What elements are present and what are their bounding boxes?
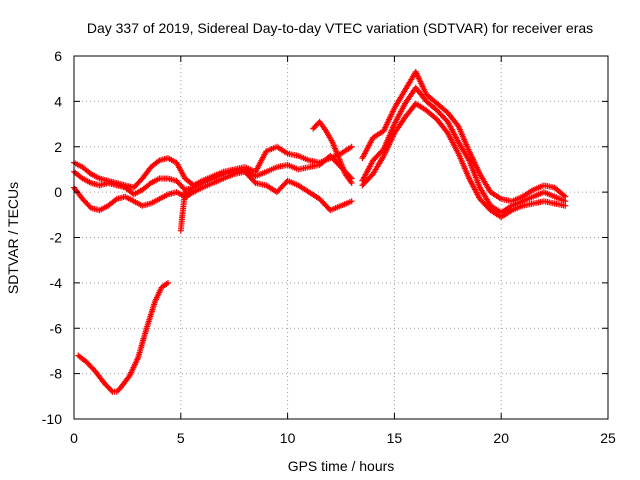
data-point: [164, 279, 171, 286]
data-points: [71, 68, 569, 395]
series-track-4: [177, 186, 195, 234]
x-tick-label: 10: [280, 430, 296, 446]
y-tick-label: -8: [50, 366, 63, 382]
chart-title: Day 337 of 2019, Sidereal Day-to-day VTE…: [87, 20, 593, 36]
series-track-8: [359, 100, 569, 221]
data-point: [188, 186, 195, 193]
x-axis-label: GPS time / hours: [288, 458, 395, 474]
data-point: [108, 387, 115, 394]
data-point: [348, 180, 355, 187]
y-tick-label: -4: [50, 275, 63, 291]
y-tick-label: 2: [54, 139, 62, 155]
x-tick-label: 0: [70, 430, 78, 446]
x-tick-label: 15: [387, 430, 403, 446]
grid-lines: [74, 56, 608, 419]
data-point: [454, 121, 461, 128]
series-track-3: [71, 168, 355, 214]
x-tick-label: 5: [177, 430, 185, 446]
series-track-9: [75, 279, 171, 395]
axis-ticks: [73, 55, 609, 420]
y-tick-label: -10: [42, 411, 62, 427]
y-tick-label: -6: [50, 320, 63, 336]
x-tick-label: 20: [493, 430, 509, 446]
y-axis-label: SDTVAR / TECUs: [5, 182, 21, 294]
data-point: [348, 143, 355, 150]
series-track-6: [359, 68, 569, 205]
data-point: [348, 198, 355, 205]
x-tick-label: 25: [600, 430, 616, 446]
series-track-5: [310, 118, 355, 187]
y-tick-label: -2: [50, 230, 63, 246]
series-track-7: [359, 84, 569, 216]
y-tick-label: 4: [54, 93, 62, 109]
y-tick-label: 6: [54, 48, 62, 64]
data-point: [562, 202, 569, 209]
y-tick-label: 0: [54, 184, 62, 200]
tick-labels: 0 5 10 15 20 25 -10 -8 -6 -4 -2 0 2 4 6: [42, 48, 616, 446]
